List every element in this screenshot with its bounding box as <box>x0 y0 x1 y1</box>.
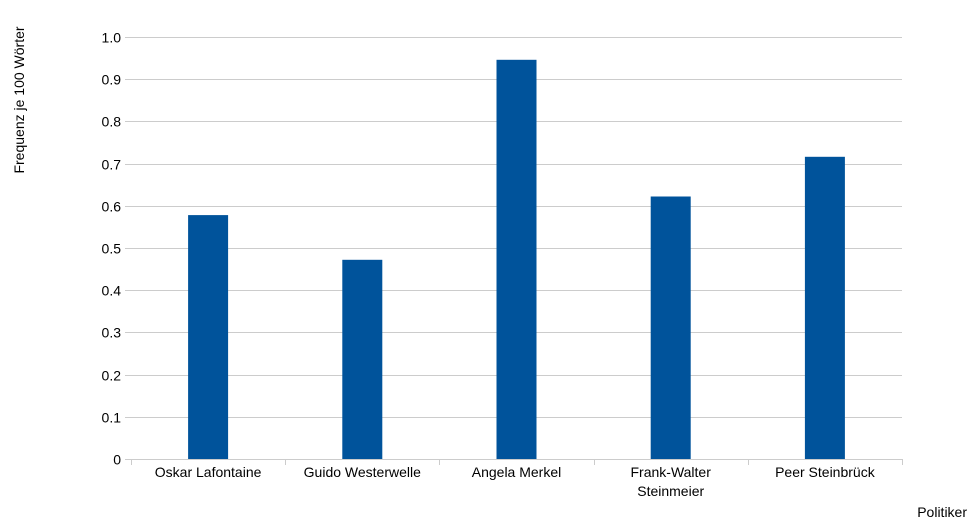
bar <box>650 196 691 459</box>
y-tick-label: 0.7 <box>102 157 122 173</box>
bars <box>188 59 845 460</box>
y-tick-label: 0.6 <box>102 199 122 215</box>
y-tick-label: 0.2 <box>102 368 122 384</box>
y-tick-label: 0.1 <box>102 410 122 426</box>
x-category-labels: Oskar Lafontaine Guido Westerwelle Angela … <box>155 464 876 499</box>
x-category-label: Oskar Lafontaine <box>155 464 262 480</box>
y-tick-labels: 0 0.1 0.2 0.3 0.4 0.5 0.6 0.7 0.8 0.9 1.0 <box>102 30 122 468</box>
bar <box>188 215 229 459</box>
y-tick-label: 0.3 <box>102 325 122 341</box>
y-tick-label: 1.0 <box>102 30 122 46</box>
x-category-label: Guido Westerwelle <box>304 464 421 480</box>
y-tick-label: 0.8 <box>102 114 122 130</box>
x-axis-title: Politiker <box>917 504 967 519</box>
bar <box>496 59 537 460</box>
y-tick-label: 0.5 <box>102 241 122 257</box>
y-tick-label: 0 <box>113 452 121 468</box>
bar <box>804 156 845 460</box>
y-axis-title: Frequenz je 100 Wörter <box>11 26 27 173</box>
x-category-label: Peer Steinbrück <box>775 464 876 480</box>
x-category-label: Angela Merkel <box>472 464 562 480</box>
bar <box>342 259 383 459</box>
x-category-label: Frank-Walter Steinmeier <box>631 464 712 499</box>
y-tick-label: 0.9 <box>102 72 122 88</box>
y-tick-label: 0.4 <box>102 283 122 299</box>
